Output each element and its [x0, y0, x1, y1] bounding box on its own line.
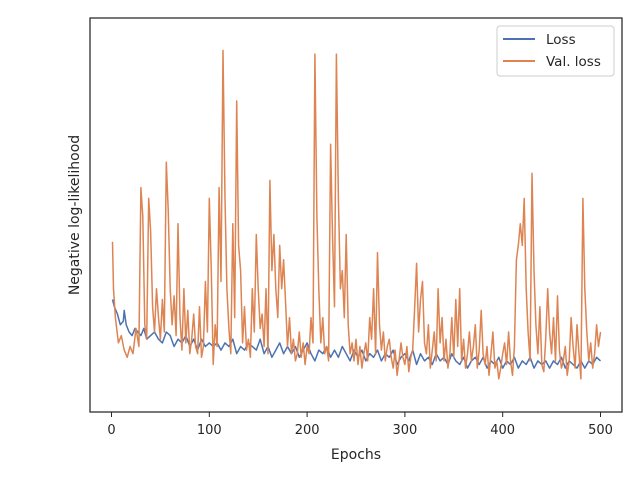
- x-axis-ticks: 0 100 200 300 400 500: [107, 412, 613, 438]
- x-tick-label: 0: [107, 423, 115, 438]
- series-line-val-loss: [111, 49, 602, 380]
- series-layer: [111, 49, 602, 380]
- plot-frame: [89, 17, 623, 413]
- legend: Loss Val. loss: [496, 25, 615, 77]
- series-line-loss: [111, 299, 602, 369]
- legend-label-val-loss: Val. loss: [546, 54, 601, 70]
- x-tick-label: 500: [588, 423, 613, 438]
- x-tick-label: 200: [295, 423, 320, 438]
- x-axis-label: Epochs: [331, 447, 381, 463]
- x-tick-label: 300: [392, 423, 417, 438]
- x-tick-label: 100: [197, 423, 222, 438]
- x-tick-label: 400: [490, 423, 515, 438]
- legend-label-loss: Loss: [546, 32, 576, 48]
- y-axis-label: Negative log-likelihood: [67, 135, 83, 295]
